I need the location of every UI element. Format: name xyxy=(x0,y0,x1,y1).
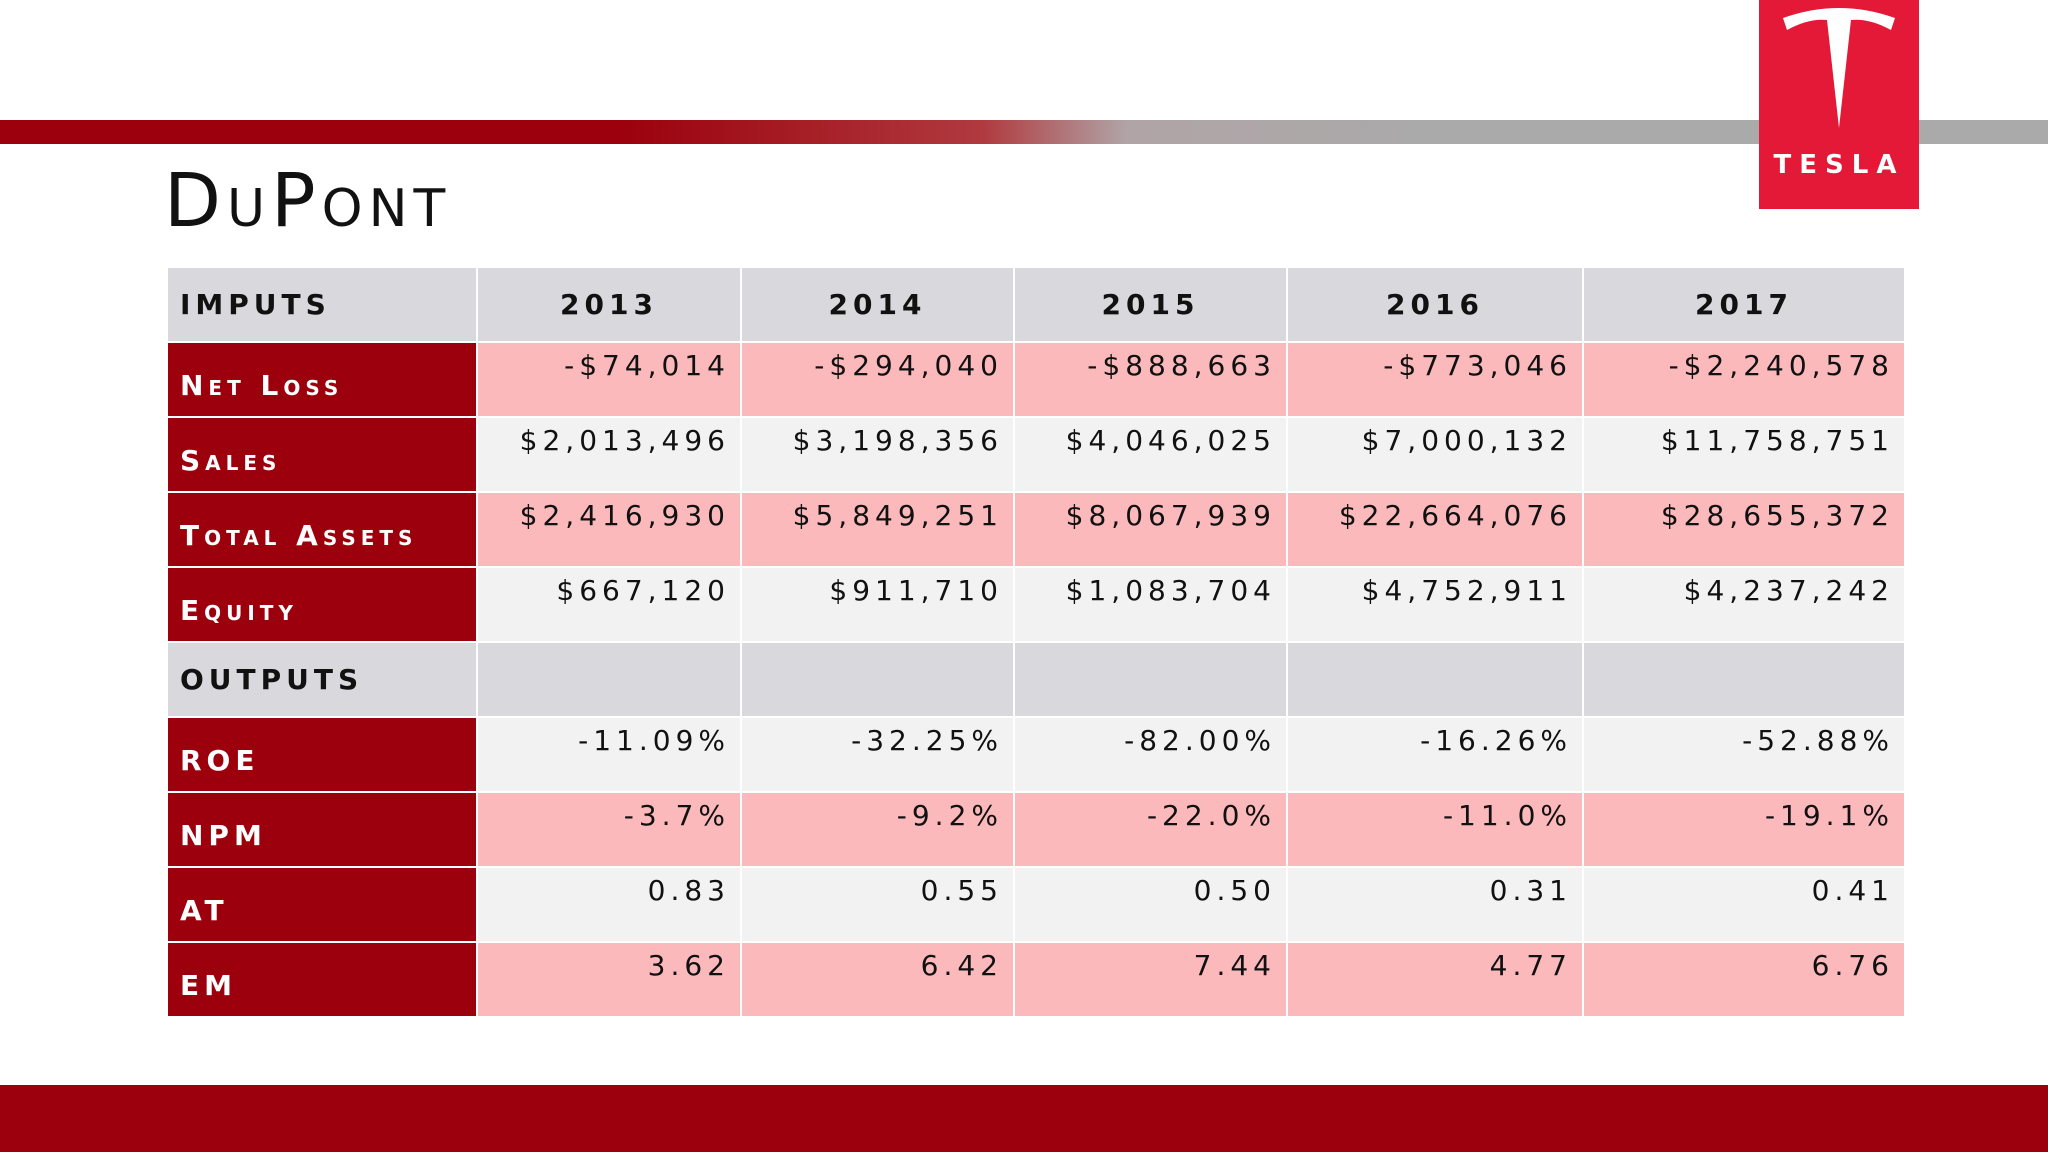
value-cell: -3.7% xyxy=(478,793,740,866)
row-label: EM xyxy=(168,943,476,1016)
header-bar xyxy=(0,120,2048,144)
value-cell: 0.41 xyxy=(1584,868,1904,941)
value-cell: 0.50 xyxy=(1015,868,1286,941)
value-cell: $4,752,911 xyxy=(1288,568,1582,641)
value-cell: -$2,240,578 xyxy=(1584,343,1904,416)
header-cell: IMPUTS xyxy=(168,268,476,341)
logo-mark xyxy=(1783,8,1895,128)
value-cell: $8,067,939 xyxy=(1015,493,1286,566)
value-cell: $11,758,751 xyxy=(1584,418,1904,491)
value-cell: $4,237,242 xyxy=(1584,568,1904,641)
title: DuPont xyxy=(164,158,452,244)
row-label: AT xyxy=(168,868,476,941)
row-label: Net Loss xyxy=(168,343,476,416)
section-label: OUTPUTS xyxy=(168,643,476,716)
value-cell: $7,000,132 xyxy=(1288,418,1582,491)
row-label: Sales xyxy=(168,418,476,491)
value-cell: 7.44 xyxy=(1015,943,1286,1016)
row-label: Equity xyxy=(168,568,476,641)
value-cell: -19.1% xyxy=(1584,793,1904,866)
header-cell: 2015 xyxy=(1015,268,1286,341)
value-cell: 4.77 xyxy=(1288,943,1582,1016)
value-cell: $5,849,251 xyxy=(742,493,1013,566)
header-cell: 2013 xyxy=(478,268,740,341)
value-cell: $2,416,930 xyxy=(478,493,740,566)
value-cell: 6.76 xyxy=(1584,943,1904,1016)
row-label: NPM xyxy=(168,793,476,866)
value-cell: -11.09% xyxy=(478,718,740,791)
value-cell: $28,655,372 xyxy=(1584,493,1904,566)
logo-text: TESLA xyxy=(1773,150,1905,180)
row-label: Total Assets xyxy=(168,493,476,566)
value-cell: $4,046,025 xyxy=(1015,418,1286,491)
value-cell: -9.2% xyxy=(742,793,1013,866)
value-cell: -$888,663 xyxy=(1015,343,1286,416)
section-cell xyxy=(478,643,740,716)
section-cell xyxy=(742,643,1013,716)
value-cell: 0.31 xyxy=(1288,868,1582,941)
value-cell: $1,083,704 xyxy=(1015,568,1286,641)
value-cell: -$74,014 xyxy=(478,343,740,416)
value-cell: $2,013,496 xyxy=(478,418,740,491)
value-cell: -$294,040 xyxy=(742,343,1013,416)
value-cell: -52.88% xyxy=(1584,718,1904,791)
value-cell: 3.62 xyxy=(478,943,740,1016)
section-cell xyxy=(1584,643,1904,716)
value-cell: 6.42 xyxy=(742,943,1013,1016)
value-cell: $22,664,076 xyxy=(1288,493,1582,566)
section-cell xyxy=(1015,643,1286,716)
value-cell: 0.55 xyxy=(742,868,1013,941)
footer-bar xyxy=(0,1085,2048,1152)
row-label: ROE xyxy=(168,718,476,791)
value-cell: -16.26% xyxy=(1288,718,1582,791)
value-cell: 0.83 xyxy=(478,868,740,941)
value-cell: $911,710 xyxy=(742,568,1013,641)
value-cell: $667,120 xyxy=(478,568,740,641)
value-cell: -$773,046 xyxy=(1288,343,1582,416)
header-cell: 2016 xyxy=(1288,268,1582,341)
header-cell: 2014 xyxy=(742,268,1013,341)
header-cell: 2017 xyxy=(1584,268,1904,341)
value-cell: -11.0% xyxy=(1288,793,1582,866)
section-cell xyxy=(1288,643,1582,716)
value-cell: -32.25% xyxy=(742,718,1013,791)
value-cell: -22.0% xyxy=(1015,793,1286,866)
logo: TESLA xyxy=(1759,0,1919,209)
value-cell: -82.00% xyxy=(1015,718,1286,791)
value-cell: $3,198,356 xyxy=(742,418,1013,491)
